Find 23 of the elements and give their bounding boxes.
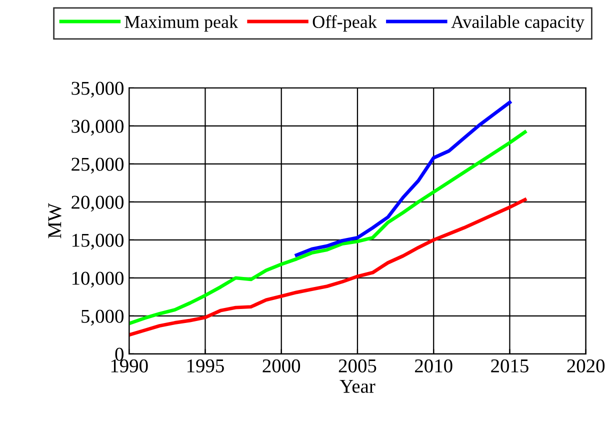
legend-label: Off-peak: [312, 15, 377, 32]
line-series: [129, 198, 527, 337]
y-tick-label: 30,000: [72, 120, 124, 136]
x-tick-label: 2020: [567, 359, 605, 372]
y-tick-label: 15,000: [72, 234, 124, 250]
x-tick-label: 1990: [111, 359, 148, 372]
y-tick-label: 25,000: [72, 158, 124, 174]
x-tick-label: 2005: [338, 359, 376, 372]
y-tick-label: 5,000: [82, 310, 124, 326]
legend-label: Maximum peak: [124, 15, 238, 32]
y-tick-label: 35,000: [72, 82, 124, 98]
y-tick-label: 10,000: [72, 272, 124, 288]
y-tick-label: 0: [115, 348, 124, 361]
x-tick-label: 2010: [415, 359, 452, 372]
x-tick-label: 1995: [188, 359, 224, 372]
line-series: [129, 130, 527, 326]
legend-label: Available capacity: [451, 15, 584, 32]
line-series: [294, 100, 512, 257]
x-tick-label: 2000: [262, 359, 300, 372]
x-axis-title: Year: [340, 380, 376, 393]
x-tick-label: 2015: [491, 359, 528, 372]
y-axis-title: MW: [48, 203, 62, 238]
y-tick-label: 20,000: [72, 196, 124, 212]
